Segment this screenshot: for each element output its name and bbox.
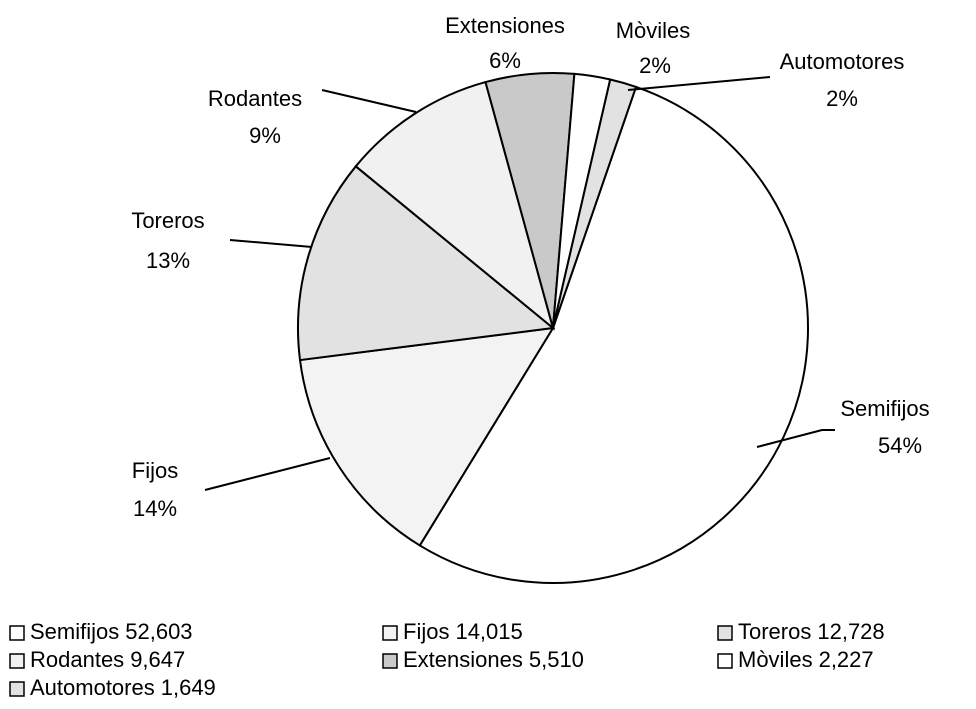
- legend-value: 12,728: [817, 619, 884, 644]
- legend-name: Extensiones: [403, 647, 523, 672]
- legend-label: Automotores 1,649: [30, 675, 216, 700]
- pie-slice: [297, 164, 556, 362]
- legend-name: Mòviles: [738, 647, 813, 672]
- legend-label: Fijos 14,015: [403, 619, 523, 644]
- slice-label: Toreros: [131, 208, 204, 233]
- legend-name: Fijos: [403, 619, 449, 644]
- legend-name: Rodantes: [30, 647, 124, 672]
- slice-percent: 6%: [489, 48, 521, 73]
- legend-swatch: [9, 653, 25, 669]
- legend-name: Semifijos: [30, 619, 119, 644]
- slice-label: Rodantes: [208, 86, 302, 111]
- leader-line: [229, 239, 313, 248]
- legend-label: Mòviles 2,227: [738, 647, 874, 672]
- slice-label: Extensiones: [445, 13, 565, 38]
- legend-value: 14,015: [455, 619, 522, 644]
- legend-value: 52,603: [125, 619, 192, 644]
- slice-percent: 2%: [639, 53, 671, 78]
- slice-percent: 2%: [826, 86, 858, 111]
- legend-label: Extensiones 5,510: [403, 647, 584, 672]
- leader-line: [204, 457, 331, 491]
- slice-percent: 14%: [133, 496, 177, 521]
- slice-label: Mòviles: [616, 18, 691, 43]
- slice-percent: 9%: [249, 123, 281, 148]
- legend-value: 9,647: [130, 647, 185, 672]
- legend-swatch: [9, 681, 25, 697]
- legend-name: Automotores: [30, 675, 155, 700]
- leader-line: [627, 76, 771, 91]
- legend-label: Toreros 12,728: [738, 619, 885, 644]
- pie-slice: [354, 80, 555, 331]
- slice-percent: 54%: [878, 433, 922, 458]
- legend-swatch: [382, 625, 398, 641]
- pie-slice: [298, 326, 555, 547]
- pie-slice: [552, 78, 638, 329]
- slice-percent: 13%: [146, 248, 190, 273]
- legend-swatch: [717, 653, 733, 669]
- legend-value: 2,227: [819, 647, 874, 672]
- pie-slice: [418, 85, 810, 584]
- legend-value: 1,649: [161, 675, 216, 700]
- legend-value: 5,510: [529, 647, 584, 672]
- slice-label: Fijos: [132, 458, 178, 483]
- legend-swatch: [9, 625, 25, 641]
- legend-swatch: [382, 653, 398, 669]
- leader-line: [321, 89, 417, 113]
- legend-name: Toreros: [738, 619, 811, 644]
- legend-label: Rodantes 9,647: [30, 647, 185, 672]
- slice-label: Automotores: [780, 49, 905, 74]
- slice-label: Semifijos: [840, 396, 929, 421]
- legend-swatch: [717, 625, 733, 641]
- legend-label: Semifijos 52,603: [30, 619, 193, 644]
- leader-line: [756, 429, 835, 448]
